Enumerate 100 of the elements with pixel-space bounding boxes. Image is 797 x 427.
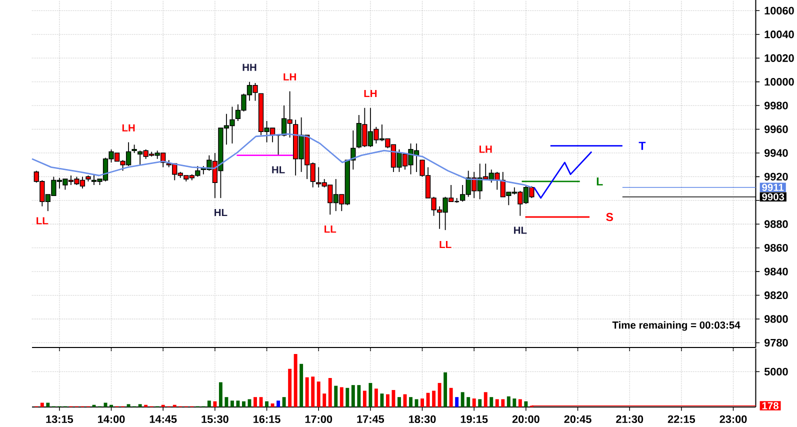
y-tick-label: 9800 [764, 315, 788, 323]
annotation: HL [214, 208, 228, 216]
y-tick-label: 9820 [764, 291, 788, 300]
series-label: L [596, 177, 603, 186]
annotation: Time remaining = 00:03:54 [612, 321, 740, 331]
y-tick-label: 9920 [764, 172, 788, 180]
bar [374, 388, 378, 407]
x-tick-label: 13:15 [46, 415, 74, 423]
bar [414, 399, 418, 407]
x-tick-label: 20:00 [512, 415, 540, 423]
bar [501, 399, 505, 407]
bar [224, 397, 228, 407]
bar [460, 392, 464, 407]
bar [495, 399, 499, 407]
y-tick-label: 9960 [764, 125, 788, 134]
bar [351, 385, 355, 407]
annotation: LH [479, 146, 492, 153]
x-tick-label: 15:30 [202, 415, 228, 423]
y-tick-label: 5000 [764, 368, 788, 376]
bar [305, 377, 309, 407]
bar [46, 402, 50, 407]
bar [40, 402, 44, 407]
bar [311, 376, 315, 407]
bar [334, 386, 338, 407]
bar [346, 388, 350, 407]
bar [380, 393, 384, 407]
bar [242, 401, 246, 407]
bar [362, 390, 366, 407]
bar [300, 364, 304, 407]
bar [455, 397, 459, 407]
x-tick-label: 20:45 [564, 415, 592, 423]
ref-line-label: 9903 [762, 193, 784, 200]
y-tick-label: 9840 [764, 268, 788, 276]
bar [282, 397, 286, 407]
bar [340, 387, 344, 407]
x-tick-label: 14:45 [150, 415, 177, 423]
bar [512, 398, 516, 407]
annotation: LL [324, 225, 336, 233]
bar [230, 400, 234, 407]
annotation: LL [36, 217, 48, 224]
bar [254, 397, 257, 407]
bar [472, 398, 476, 407]
bar [104, 402, 108, 407]
bar [484, 392, 488, 407]
bar [490, 397, 494, 407]
series-label: S [606, 212, 614, 222]
bar [322, 393, 326, 407]
bar [368, 382, 372, 407]
bar [294, 354, 298, 407]
bar [386, 394, 390, 407]
y-tick-label: 9860 [764, 244, 788, 252]
y-tick-label: 10040 [764, 30, 794, 38]
bar [126, 404, 130, 407]
bar [288, 368, 292, 407]
x-tick-label: 17:00 [305, 415, 332, 423]
bar [420, 398, 424, 407]
bar [218, 382, 222, 407]
x-tick-label: 19:15 [460, 415, 488, 423]
y-tick-label: 9880 [764, 220, 788, 228]
y-tick-label: 10020 [764, 54, 794, 62]
bar [466, 397, 470, 407]
bar [506, 396, 510, 407]
series-label: T [638, 142, 646, 150]
bar [276, 400, 280, 407]
bar [398, 397, 401, 407]
bar [236, 400, 240, 407]
ref-line-label: 178 [762, 402, 779, 410]
bar [270, 403, 274, 407]
annotation: LL [440, 240, 452, 248]
y-tick-label: 10000 [764, 78, 794, 86]
bar [409, 397, 412, 407]
bar [316, 381, 320, 407]
line-series [533, 151, 592, 199]
x-tick-label: 22:15 [668, 415, 696, 423]
bar [328, 378, 332, 407]
y-tick-label: 9980 [764, 102, 788, 110]
bar [357, 385, 361, 407]
y-tick-label: 10060 [764, 6, 794, 14]
bar [392, 390, 396, 407]
x-tick-label: 18:30 [409, 415, 436, 423]
annotation: HL [514, 226, 527, 234]
x-tick-label: 14:00 [98, 415, 125, 423]
x-tick-label: 17:45 [357, 415, 384, 423]
bar [444, 372, 448, 407]
bar [265, 401, 268, 407]
annotation: LH [364, 90, 377, 97]
x-tick-label: 21:30 [616, 415, 644, 423]
bar [426, 392, 430, 407]
y-tick-label: 9940 [764, 149, 788, 157]
annotation: LH [122, 124, 135, 132]
annotation: LH [284, 73, 296, 80]
ref-line-label: 9911 [762, 184, 784, 191]
bar [438, 382, 442, 407]
bar [432, 390, 436, 407]
bar [207, 400, 211, 407]
bar [248, 399, 252, 407]
bar [518, 399, 522, 407]
x-tick-label: 23:00 [720, 415, 747, 423]
bar [138, 404, 142, 407]
y-tick-label: 9780 [764, 338, 788, 346]
